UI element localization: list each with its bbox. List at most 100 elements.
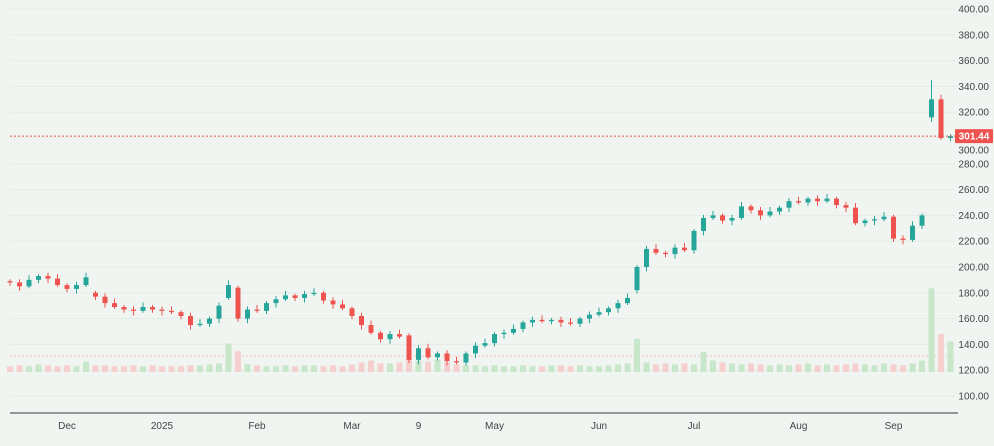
candle-body bbox=[45, 276, 51, 279]
candle-body bbox=[663, 252, 668, 255]
y-tick-label: 400.00 bbox=[958, 5, 989, 16]
candle-body bbox=[549, 319, 554, 322]
volume-bar bbox=[358, 362, 365, 372]
candle-body bbox=[558, 319, 564, 323]
candle-body bbox=[606, 308, 611, 313]
candle-body bbox=[919, 215, 925, 226]
volume-bar bbox=[558, 365, 564, 372]
candle-body bbox=[36, 276, 41, 280]
candle-body bbox=[207, 318, 212, 324]
candle-body bbox=[720, 215, 725, 221]
candle-body bbox=[796, 201, 801, 203]
candle-body bbox=[691, 230, 697, 251]
candle-body bbox=[615, 303, 621, 309]
candle-body bbox=[834, 198, 839, 206]
candle-body bbox=[511, 328, 516, 333]
volume-bar bbox=[425, 361, 431, 372]
x-tick-label: Dec bbox=[58, 421, 76, 432]
candle-body bbox=[226, 285, 231, 298]
volume-bar bbox=[805, 363, 811, 372]
volume-bar bbox=[862, 364, 868, 372]
volume-bar bbox=[738, 364, 745, 372]
volume-bar bbox=[54, 366, 61, 372]
volume-bar bbox=[472, 365, 479, 372]
volume-bar bbox=[396, 362, 403, 372]
candle-body bbox=[197, 323, 203, 326]
candle-body bbox=[140, 306, 146, 311]
candle-body bbox=[435, 353, 440, 358]
volume-bar bbox=[567, 366, 574, 372]
candle-body bbox=[520, 322, 526, 329]
candle-body bbox=[634, 267, 640, 291]
volume-bar bbox=[301, 365, 308, 372]
volume-bar bbox=[786, 365, 792, 372]
y-tick-label: 360.00 bbox=[958, 56, 989, 67]
candle-body bbox=[758, 210, 763, 216]
candle-body bbox=[739, 206, 744, 218]
volume-bar bbox=[415, 360, 422, 372]
x-tick-label: May bbox=[485, 421, 504, 432]
candle-body bbox=[767, 211, 773, 216]
candle-body bbox=[672, 247, 678, 255]
y-tick-label: 220.00 bbox=[958, 237, 989, 248]
candle-body bbox=[17, 282, 22, 287]
volume-bar bbox=[548, 365, 555, 372]
candle-body bbox=[349, 308, 355, 317]
candle-body bbox=[568, 322, 573, 324]
volume-bar bbox=[520, 365, 526, 372]
volume-bar bbox=[7, 366, 13, 372]
candle-body bbox=[463, 353, 469, 363]
candle-body bbox=[93, 292, 98, 297]
candle-body bbox=[910, 225, 915, 240]
volume-bar bbox=[235, 351, 241, 372]
volume-bar bbox=[824, 364, 830, 372]
candle-body bbox=[245, 309, 250, 319]
candle-body bbox=[397, 334, 402, 337]
candle-body bbox=[102, 296, 108, 304]
volume-bar bbox=[843, 364, 849, 372]
volume-bar bbox=[206, 364, 213, 372]
candle-body bbox=[929, 99, 934, 118]
candle-body bbox=[701, 217, 706, 231]
volume-bar bbox=[700, 352, 707, 372]
volume-bar bbox=[140, 366, 146, 372]
candle-body bbox=[83, 277, 89, 286]
candle-body bbox=[492, 334, 497, 344]
volume-bar bbox=[35, 364, 42, 372]
candle-body bbox=[254, 309, 260, 311]
volume-bar bbox=[539, 366, 545, 372]
volume-bar bbox=[64, 365, 70, 372]
volume-bar bbox=[349, 364, 355, 372]
candle-body bbox=[321, 292, 326, 301]
candle-body bbox=[710, 215, 716, 218]
volume-bar bbox=[111, 366, 118, 372]
volume-bar bbox=[833, 365, 840, 372]
y-tick-label: 100.00 bbox=[958, 392, 989, 403]
candle-body bbox=[625, 297, 630, 304]
volume-bar bbox=[320, 366, 327, 372]
candle-body bbox=[530, 319, 535, 323]
y-tick-label: 320.00 bbox=[958, 108, 989, 119]
volume-bar bbox=[900, 365, 906, 372]
y-tick-label: 160.00 bbox=[958, 314, 989, 325]
volume-bar bbox=[368, 360, 374, 372]
volume-bar bbox=[624, 363, 631, 372]
candle-body bbox=[853, 207, 858, 224]
volume-bar bbox=[643, 362, 650, 372]
volume-bar bbox=[814, 365, 821, 372]
y-tick-label: 280.00 bbox=[958, 159, 989, 170]
candle-body bbox=[872, 219, 877, 221]
candle-body bbox=[292, 295, 298, 298]
volume-bar bbox=[662, 363, 669, 372]
volume-bar bbox=[605, 365, 612, 372]
volume-bars bbox=[7, 288, 955, 372]
candle-body bbox=[216, 305, 222, 319]
candle-body bbox=[340, 304, 345, 309]
y-tick-label: 340.00 bbox=[958, 82, 989, 93]
volume-bar bbox=[244, 364, 251, 372]
candle-body bbox=[482, 343, 488, 346]
volume-bar bbox=[482, 366, 488, 372]
volume-bar bbox=[444, 362, 450, 372]
candle-body bbox=[311, 292, 317, 295]
volume-bar bbox=[776, 364, 783, 372]
